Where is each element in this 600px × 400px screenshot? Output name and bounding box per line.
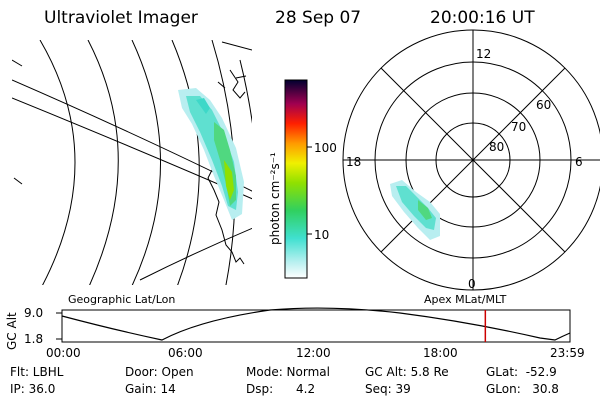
- time-tick-0000: 00:00: [46, 346, 81, 360]
- ip-value: IP: 36.0: [10, 382, 56, 396]
- mlt-label-0: 0: [468, 277, 476, 291]
- lat-label-70: 70: [511, 120, 527, 134]
- app-title: Ultraviolet Imager: [44, 8, 198, 28]
- glon-value: GLon: 30.8: [486, 382, 559, 396]
- mode-value: Mode: Normal: [246, 365, 330, 379]
- gc-alt-value: GC Alt: 5.8 Re: [365, 365, 449, 379]
- altitude-tick-1-8: 1.8: [24, 332, 44, 346]
- colorbar-tick-10: 10: [314, 228, 330, 242]
- dsp-value: Dsp: 4.2: [246, 382, 316, 396]
- colorbar-tick-100: 100: [314, 141, 337, 155]
- altitude-plot: [56, 307, 571, 343]
- flt-value: Flt: LBHL: [10, 365, 64, 379]
- apex-caption: Apex MLat/MLT: [424, 293, 507, 306]
- mlt-label-18: 18: [346, 155, 362, 169]
- time-tick-1800: 18:00: [423, 346, 458, 360]
- gain-value: Gain: 14: [125, 382, 176, 396]
- time-label: 20:00:16 UT: [430, 8, 535, 28]
- glat-value: GLat: -52.9: [486, 365, 557, 379]
- time-tick-2359: 23:59: [550, 346, 585, 360]
- colorbar: [284, 79, 312, 279]
- mlt-label-6: 6: [575, 155, 583, 169]
- mlt-label-12: 12: [476, 47, 492, 61]
- lat-label-60: 60: [536, 98, 552, 112]
- date-label: 28 Sep 07: [275, 8, 362, 28]
- door-value: Door: Open: [125, 365, 194, 379]
- seq-value: Seq: 39: [365, 382, 411, 396]
- colorbar-unit-label: photon cm⁻²s⁻¹: [268, 152, 282, 245]
- time-tick-1200: 12:00: [296, 346, 331, 360]
- geographic-caption: Geographic Lat/Lon: [68, 293, 176, 306]
- polar-plot: [342, 29, 600, 291]
- altitude-axis-label: GC Alt: [5, 312, 19, 350]
- aurora-overlay-polar: [390, 180, 440, 240]
- altitude-tick-9: 9.0: [24, 306, 44, 320]
- lat-label-80: 80: [489, 140, 505, 154]
- time-tick-0600: 06:00: [168, 346, 203, 360]
- aurora-overlay-geographic: [178, 88, 244, 220]
